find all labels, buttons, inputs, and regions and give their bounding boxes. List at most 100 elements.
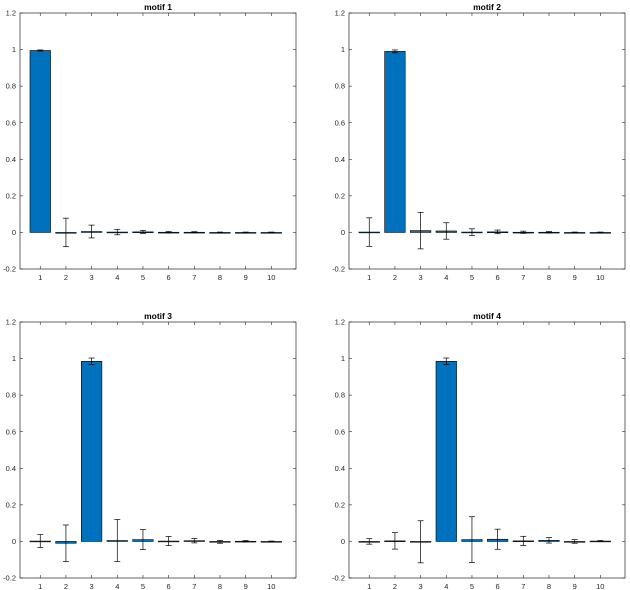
y-tick-label: 0	[341, 228, 345, 237]
error-bar-4	[443, 357, 450, 365]
y-tick-label: 0.4	[335, 155, 345, 164]
axes-frame	[19, 12, 297, 270]
bar-2	[384, 51, 406, 233]
y-tick-label: 0	[12, 228, 16, 237]
x-tick-label: 10	[596, 273, 604, 282]
error-bar-7	[520, 535, 527, 546]
x-tick-label: 4	[444, 273, 448, 282]
x-tick-label: 3	[419, 273, 423, 282]
y-tick-label: 0.4	[335, 464, 345, 473]
x-tick-label: 8	[218, 582, 222, 590]
x-tick-label: 2	[393, 273, 397, 282]
error-bar-3	[417, 520, 424, 564]
y-tick-label: 0.6	[335, 118, 345, 127]
y-tick-label: 0.6	[335, 427, 345, 436]
y-tick-label: 1.2	[335, 318, 345, 327]
x-tick-label: 7	[521, 582, 525, 590]
x-tick-label: 6	[167, 273, 171, 282]
x-tick-label: 9	[244, 582, 248, 590]
bar-1	[29, 50, 51, 233]
x-tick-label: 8	[547, 273, 551, 282]
error-bar-1	[366, 538, 373, 545]
chart-panel-4: motif 4 -0.2 0 0.2 0.4 0.6 0.8 1 1.2 1 2 3 4 5 6 7 8 9 10	[332, 311, 626, 590]
x-tick-label: 1	[38, 582, 42, 590]
error-bar-6	[494, 229, 501, 235]
error-bar-6	[494, 528, 501, 550]
y-tick-label: 0.8	[335, 391, 345, 400]
x-tick-label: 5	[470, 273, 474, 282]
x-tick-label: 2	[64, 273, 68, 282]
x-tick-label: 5	[141, 273, 145, 282]
x-tick-label: 7	[521, 273, 525, 282]
error-bar-8	[216, 231, 223, 234]
chart-title: motif 2	[473, 2, 501, 12]
x-tick-label: 8	[218, 273, 222, 282]
chart-title: motif 3	[144, 311, 172, 321]
x-tick-label: 3	[419, 582, 423, 590]
x-tick-label: 2	[393, 582, 397, 590]
axes-frame	[19, 321, 297, 579]
x-tick-label: 7	[192, 273, 196, 282]
error-bar-7	[191, 538, 198, 544]
y-tick-label: 1.2	[335, 9, 345, 18]
y-tick-label: 0.6	[6, 118, 16, 127]
x-tick-label: 10	[267, 582, 275, 590]
chart-panel-3: motif 3 -0.2 0 0.2 0.4 0.6 0.8 1 1.2 1 2 3 4 5 6 7 8 9 10	[3, 311, 297, 590]
x-tick-label: 6	[167, 582, 171, 590]
x-tick-label: 5	[141, 582, 145, 590]
chart-panel-2: motif 2 -0.2 0 0.2 0.4 0.6 0.8 1 1.2 1 2 3 4 5 6 7 8 9 10	[332, 2, 626, 282]
y-tick-label: 0.2	[335, 500, 345, 509]
x-tick-label: 6	[496, 582, 500, 590]
error-bar-6	[165, 231, 172, 234]
y-tick-label: -0.2	[332, 265, 345, 274]
error-bar-9	[571, 231, 578, 234]
y-tick-label: 0.6	[6, 427, 16, 436]
x-tick-label: 5	[470, 582, 474, 590]
error-bar-2	[62, 217, 69, 248]
error-bar-2	[391, 532, 398, 550]
plot-area	[349, 322, 625, 578]
error-bar-5	[468, 228, 475, 236]
y-tick-label: 1.2	[6, 9, 16, 18]
x-tick-label: 9	[244, 273, 248, 282]
error-bar-3	[417, 211, 424, 250]
y-tick-label: 1.2	[6, 318, 16, 327]
y-tick-label: 0	[341, 537, 345, 546]
x-tick-label: 10	[267, 273, 275, 282]
chart-panel-1: motif 1 -0.2 0 0.2 0.4 0.6 0.8 1 1.2 1 2 3 4 5 6 7 8 9 10	[3, 2, 297, 282]
error-bar-5	[468, 516, 475, 563]
error-bar-3	[88, 224, 95, 239]
x-tick-label: 1	[367, 273, 371, 282]
x-tick-label: 8	[547, 582, 551, 590]
y-tick-label: 0	[12, 537, 16, 546]
y-tick-label: 0.4	[6, 155, 16, 164]
error-bar-7	[520, 230, 527, 234]
axes-frame	[348, 12, 626, 270]
y-tick-label: 0.2	[6, 500, 16, 509]
error-bar-10	[597, 540, 604, 542]
error-bar-10	[268, 231, 275, 234]
error-bar-1	[37, 534, 44, 548]
error-bar-5	[139, 529, 146, 551]
x-tick-label: 4	[444, 582, 448, 590]
plot-area	[20, 322, 296, 578]
y-tick-label: -0.2	[332, 574, 345, 583]
x-tick-label: 6	[496, 273, 500, 282]
error-bar-2	[62, 524, 69, 562]
chart-title: motif 1	[144, 2, 172, 12]
x-tick-label: 4	[115, 582, 119, 590]
error-bar-10	[597, 231, 604, 234]
error-bar-4	[114, 519, 121, 562]
error-bar-4	[443, 222, 450, 240]
error-bar-7	[191, 231, 198, 234]
x-tick-label: 9	[573, 582, 577, 590]
error-bar-9	[571, 539, 578, 544]
error-bar-4	[114, 228, 121, 236]
y-tick-label: 1	[341, 354, 345, 363]
y-tick-label: 0.2	[335, 191, 345, 200]
y-tick-label: 0.8	[335, 82, 345, 91]
y-tick-label: -0.2	[3, 574, 16, 583]
bar-3	[81, 361, 103, 542]
x-tick-label: 7	[192, 582, 196, 590]
y-tick-label: 0.8	[6, 82, 16, 91]
